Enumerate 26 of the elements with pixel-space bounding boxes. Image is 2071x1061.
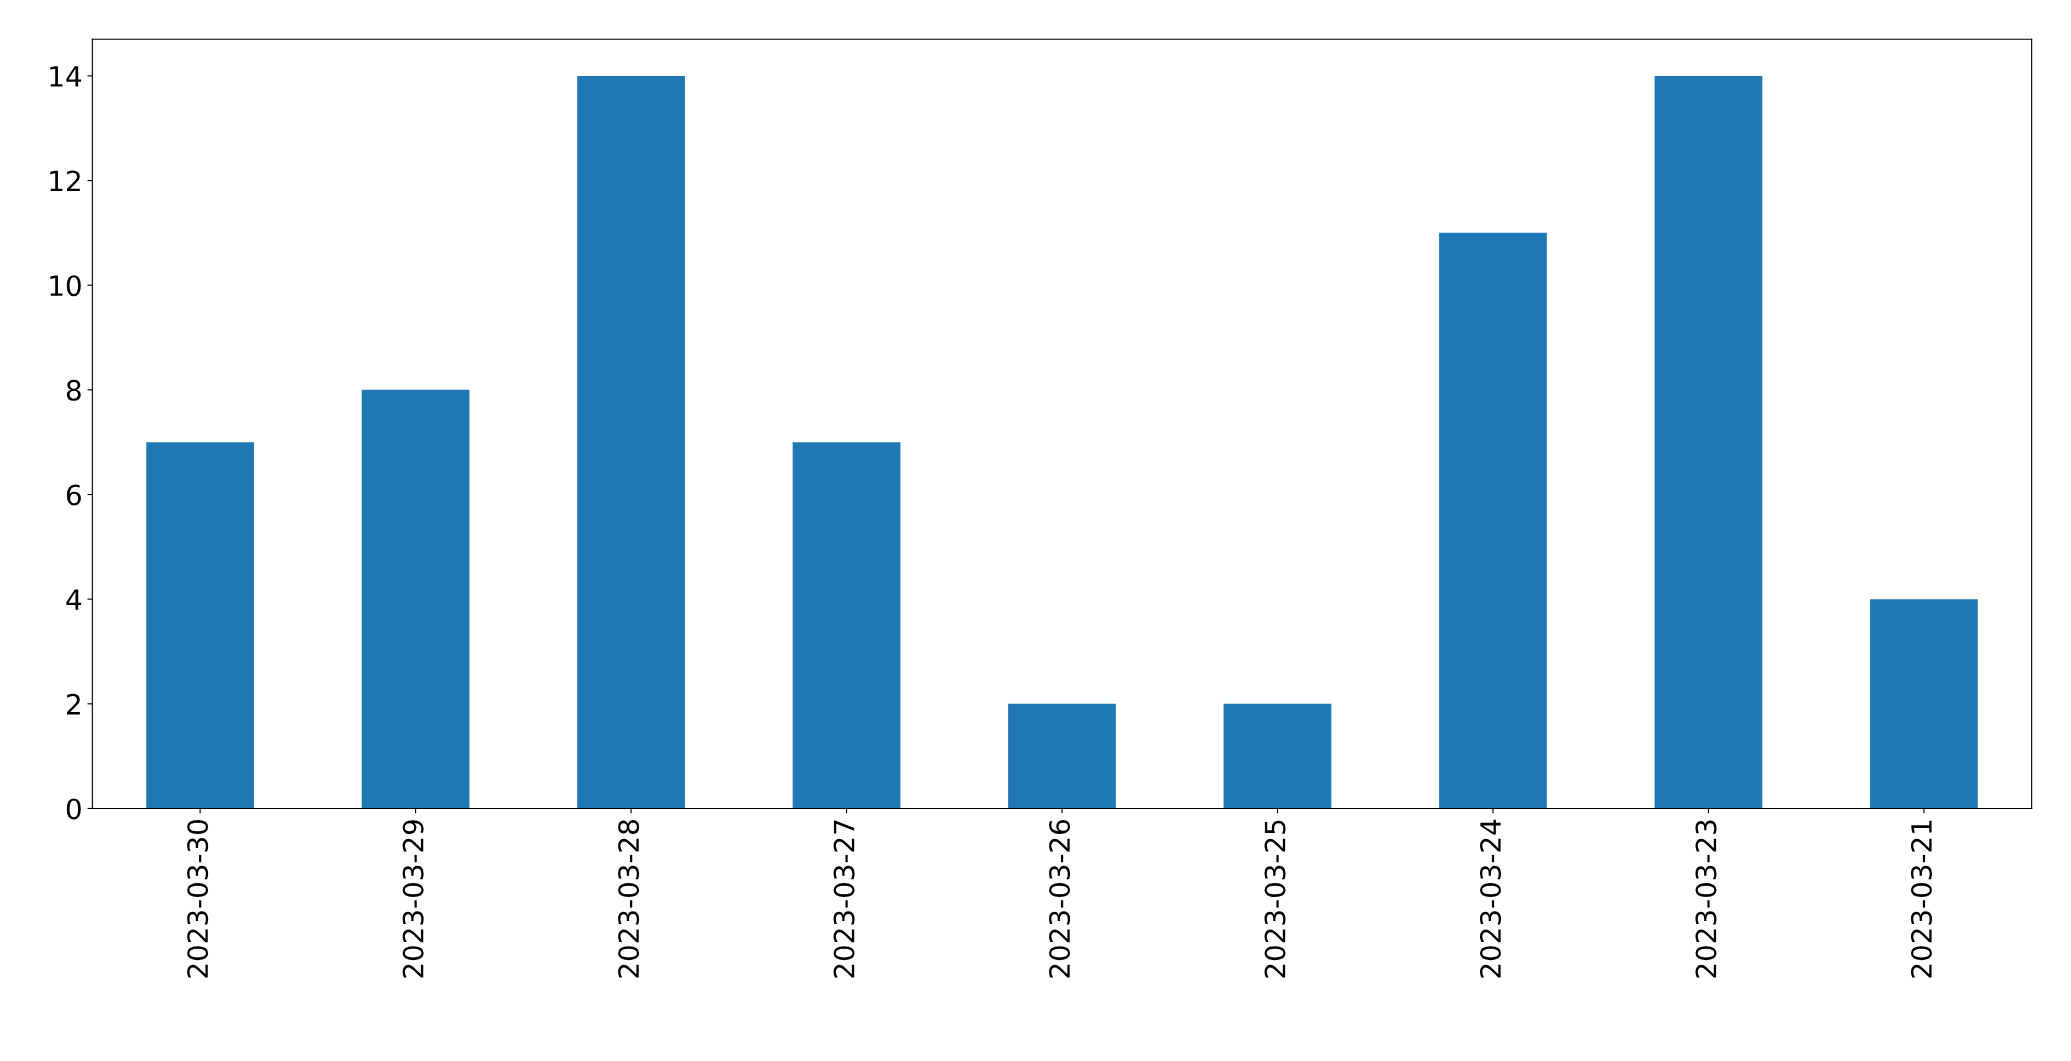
y-tick-label: 2: [67, 693, 80, 715]
bar: [1870, 599, 1978, 809]
x-tick-label: 2023-03-29: [402, 820, 424, 978]
y-tick-label: 4: [66, 589, 82, 610]
y-tick-label: 12: [50, 170, 80, 192]
x-tick-label: 2023-03-24: [1480, 819, 1502, 978]
x-tick-label: 2023-03-25: [1264, 820, 1286, 978]
bar: [1654, 75, 1763, 809]
bar: [1223, 703, 1332, 809]
y-tick-label: 0: [66, 798, 81, 820]
bar: [361, 389, 470, 809]
y-tick-label: 14: [50, 66, 82, 87]
bar: [1439, 232, 1547, 809]
x-tick-label: 2023-03-23: [1695, 820, 1717, 978]
bar: [792, 442, 901, 809]
bar: [577, 75, 685, 809]
x-tick-label: 2023-03-28: [618, 820, 640, 978]
x-tick-label: 2023-03-27: [833, 820, 855, 978]
bar: [146, 442, 254, 809]
bar: [1008, 703, 1116, 809]
y-tick-label: 8: [66, 379, 81, 401]
y-tick-label: 10: [50, 275, 81, 297]
x-tick-label: 2023-03-30: [187, 820, 209, 978]
x-tick-label: 2023-03-26: [1049, 819, 1071, 978]
y-tick-label: 6: [66, 484, 81, 506]
x-tick-label: 2023-03-21: [1910, 820, 1932, 978]
